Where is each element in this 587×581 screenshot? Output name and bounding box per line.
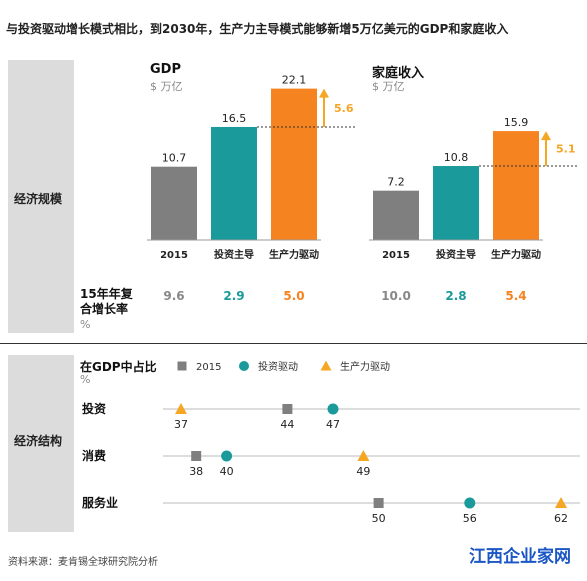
- share-value-2-2: 62: [554, 512, 568, 525]
- gdp-chart-unit: $ 万亿: [150, 80, 183, 93]
- gdp-gain-label: 5.6: [334, 102, 354, 115]
- gdp-bar-1: [211, 126, 257, 240]
- share-value-1-1: 40: [220, 465, 234, 478]
- legend-label-0: 2015: [196, 362, 221, 373]
- legend-marker-1: [239, 361, 249, 371]
- income-gain-label: 5.1: [556, 143, 576, 156]
- gdp-arrow-head: [319, 88, 329, 98]
- gdp-value-label-2: 22.1: [282, 74, 307, 87]
- income-bar-0: [373, 190, 419, 240]
- gdp-bar-2: [271, 88, 317, 241]
- page-title: 与投资驱动增长模式相比，到2030年，生产力主导模式能够新增5万亿美元的GDP和…: [6, 22, 509, 36]
- gdp-cagr-value-0: 9.6: [163, 289, 185, 303]
- share-marker-2-2: [555, 497, 567, 508]
- gdp-category-label-1: 投资主导: [214, 248, 254, 261]
- income-category-label-0: 2015: [382, 250, 410, 261]
- share-row-label-2: 服务业: [82, 495, 118, 510]
- income-value-label-1: 10.8: [444, 151, 469, 164]
- income-chart-unit: $ 万亿: [372, 80, 405, 93]
- income-category-label-2: 生产力驱动: [491, 248, 541, 261]
- income-bar-2: [493, 131, 539, 240]
- share-marker-0-1: [327, 403, 339, 415]
- share-row-label-1: 消费: [82, 448, 106, 463]
- share-row-label-0: 投资: [82, 401, 106, 416]
- gdp-cagr-value-2: 5.0: [283, 289, 305, 303]
- income-arrow-head: [541, 131, 551, 141]
- share-marker-1-1: [221, 450, 233, 462]
- share-value-1-2: 49: [356, 465, 370, 478]
- legend-label-1: 投资驱动: [258, 360, 298, 373]
- income-chart-title: 家庭收入: [372, 66, 425, 81]
- share-title: 在GDP中占比: [80, 360, 157, 374]
- gdp-bar-0: [151, 166, 197, 240]
- income-category-label-1: 投资主导: [436, 248, 476, 261]
- share-value-2-0: 50: [372, 512, 386, 525]
- legend-marker-2: [320, 360, 332, 371]
- watermark: 江西企业家网: [469, 547, 571, 567]
- income-value-label-0: 7.2: [387, 176, 405, 189]
- income-value-label-2: 15.9: [504, 116, 529, 129]
- income-cagr-value-2: 5.4: [505, 289, 527, 303]
- cagr-unit: %: [80, 318, 91, 331]
- gdp-category-label-0: 2015: [160, 250, 188, 261]
- cagr-label: 15年年复合增长率: [80, 287, 133, 316]
- share-unit: %: [80, 373, 91, 386]
- share-marker-2-1: [464, 497, 476, 509]
- section-divider: [0, 343, 587, 344]
- income-cagr-value-0: 10.0: [381, 289, 411, 303]
- share-value-2-1: 56: [463, 512, 477, 525]
- share-value-1-0: 38: [189, 465, 203, 478]
- share-value-0-2: 37: [174, 418, 188, 431]
- share-marker-0-2: [175, 403, 187, 414]
- section-label-economy-structure: 经济结构: [14, 434, 63, 448]
- section-label-economy-scale: 经济规模: [14, 192, 63, 206]
- share-marker-0-0: [282, 404, 293, 414]
- source-note: 资料来源：麦肯锡全球研究院分析: [8, 557, 158, 568]
- bar-charts: 10.7 2015 16.5 投资主导 22.1 生产力驱动 5.6 7.2 2015 10.8 投…: [147, 74, 579, 261]
- income-bar-1: [433, 166, 479, 240]
- legend-label-2: 生产力驱动: [340, 360, 390, 373]
- gdp-category-label-2: 生产力驱动: [269, 248, 319, 261]
- income-cagr-value-1: 2.8: [445, 289, 467, 303]
- gdp-cagr-value-1: 2.9: [223, 289, 245, 303]
- sidebar-economy-structure: [8, 355, 74, 532]
- gdp-value-label-1: 16.5: [222, 112, 247, 125]
- share-marker-1-2: [357, 450, 370, 461]
- share-marker-2-0: [373, 498, 384, 508]
- share-value-0-0: 44: [280, 418, 294, 431]
- gdp-value-label-0: 10.7: [162, 152, 187, 165]
- share-value-0-1: 47: [326, 418, 340, 431]
- share-marker-1-0: [191, 451, 202, 461]
- sidebar-economy-scale: [8, 60, 74, 333]
- gdp-chart-title: GDP: [150, 62, 181, 77]
- legend-marker-0: [177, 361, 187, 371]
